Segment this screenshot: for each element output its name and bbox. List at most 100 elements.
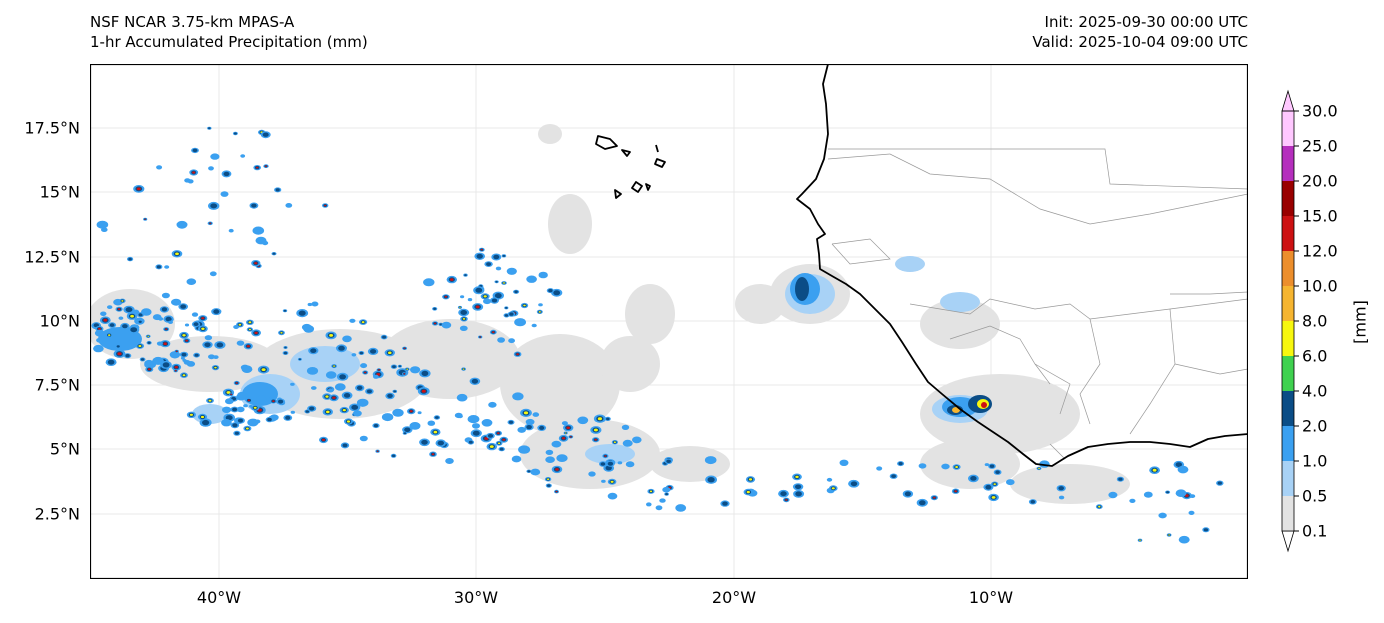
precip-cell: [100, 311, 107, 317]
colorbar-ticks: [1294, 110, 1299, 532]
precip-cell-core: [471, 378, 479, 384]
precip-cell: [342, 335, 352, 343]
precip-cell-core: [370, 349, 377, 354]
precip-cell-core: [707, 477, 715, 483]
precip-cell-peak: [594, 438, 597, 441]
precip-cell-core: [162, 362, 170, 368]
precip-cell-peak: [208, 399, 212, 402]
precip-cell-peak: [361, 321, 365, 324]
precip-cell-core: [382, 335, 387, 339]
precip-cell-core: [140, 358, 145, 361]
precip-cell-peak: [955, 466, 958, 468]
precip-cell-peak: [523, 304, 526, 307]
precip-cell: [359, 435, 368, 442]
precip-cell-core: [437, 440, 444, 446]
precip-cell: [381, 413, 394, 422]
precip-cell: [164, 265, 170, 269]
precip-cell: [483, 298, 492, 305]
precip-cell: [662, 486, 671, 493]
precip-cell-peak: [1038, 467, 1040, 469]
precip-cell-core: [421, 439, 428, 445]
precip-cell: [518, 445, 531, 454]
precip-cell-core: [128, 257, 132, 261]
colorbar-label-25: 25.0: [1302, 136, 1338, 156]
precip-cell: [191, 312, 199, 317]
precip-cell-core: [342, 443, 348, 448]
precip-cell-core: [310, 348, 317, 354]
lon-tick-30w: 30°W: [453, 588, 499, 607]
precip-cell-peak: [785, 499, 788, 501]
precip-cell-core: [1175, 462, 1183, 467]
precip-cell: [577, 416, 589, 425]
precip-cell-core: [356, 385, 363, 390]
precip-cell-core: [970, 476, 977, 481]
precip-cell-peak: [547, 478, 550, 481]
precip-cell-peak: [450, 278, 454, 281]
precip-cell: [984, 463, 990, 467]
precip-cell: [285, 203, 293, 208]
precip-cell-core: [216, 342, 224, 348]
precip-cell: [228, 228, 234, 233]
intense-precip-cores: [795, 277, 992, 415]
precip-cell: [1058, 495, 1065, 500]
precip-cell-peak: [475, 305, 480, 309]
precip-cell-peak: [502, 438, 506, 441]
colorbar-label-30: 30.0: [1302, 101, 1338, 121]
precip-cell-core: [502, 254, 506, 257]
precip-cell: [254, 419, 261, 424]
precip-cell-peak: [459, 306, 461, 308]
precip-cell-core: [547, 484, 551, 487]
precip-cell-peak: [136, 187, 141, 191]
precip-cell-core: [391, 454, 396, 458]
precip-cell-peak: [246, 345, 250, 348]
precip-cell-peak: [991, 496, 996, 499]
colorbar-swatch: [1282, 286, 1294, 321]
precip-cell: [144, 360, 156, 369]
precip-cell-core: [309, 406, 315, 411]
precip-cell-peak: [444, 295, 448, 298]
country-borders: [827, 148, 1248, 460]
precip-cell-core: [421, 370, 429, 376]
precip-cell: [186, 278, 197, 285]
colorbar-swatch: [1282, 391, 1294, 426]
precip-cell: [236, 406, 245, 413]
precip-cell-peak: [144, 218, 146, 220]
colorbar-label-4: 4.0: [1302, 381, 1328, 401]
precip-cell-peak: [255, 166, 259, 169]
precip-cell-peak: [409, 410, 413, 413]
precip-cell-peak: [604, 455, 607, 457]
init-time: Init: 2025-09-30 00:00 UTC: [1044, 13, 1248, 31]
precip-cell-peak: [246, 427, 249, 430]
precip-cell-peak: [1139, 539, 1141, 541]
precipitation-map: [90, 64, 1248, 579]
precip-cell-core: [605, 465, 612, 471]
precip-cell: [488, 401, 497, 408]
lat-tick-7-5: 7.5°N: [34, 375, 80, 395]
precip-cell: [632, 436, 642, 444]
precip-cell-peak: [403, 373, 406, 375]
precip-cell: [621, 424, 630, 430]
precip-cell-core: [232, 423, 238, 428]
precip-cell-core: [339, 374, 346, 380]
precip-cell: [675, 504, 687, 512]
precip-cell-peak: [163, 342, 167, 346]
precip-cell-core: [433, 307, 437, 310]
precip-cell-peak: [376, 450, 379, 452]
precip-cell-core: [722, 501, 728, 506]
precip-cell-peak: [238, 323, 242, 326]
precip-cell-peak: [649, 490, 653, 493]
precip-cell-core: [505, 306, 508, 309]
precip-cell: [876, 466, 883, 471]
precip-cell-peak: [434, 322, 437, 325]
precip-cell-peak: [1152, 468, 1157, 472]
precip-cell-core: [278, 399, 284, 404]
precip-cell-peak: [226, 391, 231, 394]
precip-cell-core: [1166, 491, 1170, 494]
precip-cell-peak: [230, 393, 232, 395]
precip-cell-core: [180, 304, 187, 309]
precip-cell: [423, 278, 435, 287]
precip-cell-peak: [182, 374, 186, 377]
colorbar: [1281, 89, 1299, 553]
precip-cell-peak: [610, 480, 614, 483]
precip-cell-core: [985, 484, 992, 490]
